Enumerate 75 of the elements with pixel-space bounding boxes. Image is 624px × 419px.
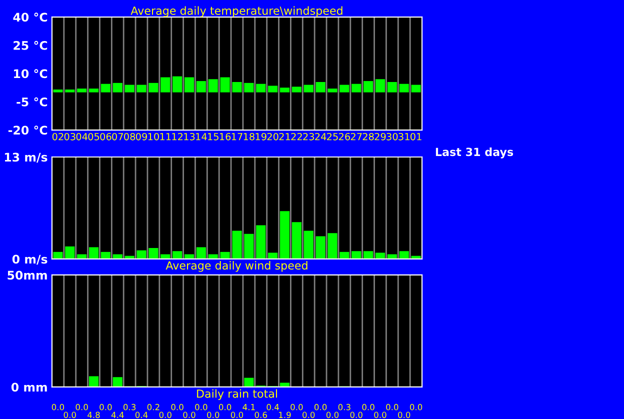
- data-label: 0.4: [266, 404, 279, 410]
- x-tick-label: 29: [374, 132, 386, 140]
- x-tick-label: 25: [327, 132, 338, 140]
- data-label: 4.4: [111, 412, 124, 418]
- y-tick-label: 0 m/s: [12, 254, 48, 265]
- chart-title: Average daily temperature\windspeed: [130, 6, 342, 18]
- y-tick-label: 10 °C: [14, 69, 48, 78]
- data-label: 0.0: [362, 404, 374, 410]
- data-label: 0.0: [398, 412, 410, 418]
- y-tick-label: 40 °C: [13, 12, 48, 22]
- y-tick-label: 50mm: [8, 270, 47, 280]
- x-tick-label: 28: [362, 132, 374, 140]
- x-tick-label: 16: [220, 132, 231, 140]
- x-tick-label: 26: [338, 132, 350, 140]
- data-label: 4.1: [242, 404, 255, 410]
- data-label: 1.9: [279, 412, 291, 418]
- x-tick-label: 20: [267, 132, 278, 140]
- x-tick-label: 04: [76, 132, 88, 140]
- data-label: 0.0: [183, 412, 196, 418]
- data-label: 0.0: [290, 404, 303, 410]
- x-tick-label: 09: [136, 132, 148, 140]
- data-label: 4.8: [88, 412, 100, 418]
- data-label: 0.3: [338, 404, 350, 410]
- x-tick-label: 07: [112, 132, 123, 140]
- x-tick-label: 01: [410, 132, 422, 140]
- x-tick-label: 06: [100, 132, 112, 140]
- x-tick-label: 14: [196, 133, 207, 140]
- data-label: 0.0: [159, 412, 172, 418]
- x-tick-label: 24: [315, 132, 326, 140]
- x-tick-label: 02: [52, 132, 64, 140]
- data-label: 0.0: [326, 412, 339, 418]
- x-tick-label: 27: [350, 132, 362, 140]
- x-tick-label: 12: [172, 132, 183, 140]
- data-label: 0.0: [76, 404, 88, 410]
- data-label: 0.4: [135, 412, 148, 418]
- data-label: 0.0: [350, 412, 362, 418]
- data-label: 0.2: [147, 404, 160, 410]
- data-label: 0.0: [302, 412, 315, 418]
- data-label: 0.0: [207, 412, 220, 418]
- x-axis-title: Daily rain total: [197, 389, 277, 400]
- data-label: 0.0: [100, 404, 112, 410]
- data-label: 0.0: [64, 412, 76, 418]
- data-label: 0.0: [52, 404, 64, 410]
- x-tick-label: 13: [184, 132, 195, 140]
- data-label: 0.0: [410, 404, 422, 410]
- y-tick-label: 25 °C: [14, 40, 48, 50]
- x-tick-label: 15: [208, 133, 218, 140]
- y-tick-label: 13 m/s: [4, 152, 48, 163]
- y-tick-label: -5 °C: [16, 97, 48, 106]
- text: Last 31 days: [436, 148, 514, 158]
- data-label: 0.0: [374, 412, 386, 418]
- y-tick-label: 0 mm: [11, 382, 47, 392]
- data-label: 0.0: [218, 404, 232, 410]
- y-tick-label: -20 °C: [8, 126, 48, 135]
- x-tick-label: 23: [303, 132, 314, 140]
- x-tick-label: 19: [256, 132, 266, 140]
- x-tick-label: 10: [148, 132, 159, 140]
- x-tick-label: 18: [244, 132, 254, 140]
- x-axis-title: Average daily wind speed: [166, 261, 308, 272]
- data-label: 0.0: [314, 404, 327, 410]
- x-tick-label: 30: [386, 132, 398, 140]
- x-tick-label: 21: [279, 132, 290, 140]
- x-tick-label: 31: [398, 132, 410, 140]
- data-label: 0.0: [230, 412, 244, 418]
- x-tick-label: 22: [291, 132, 302, 140]
- x-tick-label: 17: [232, 133, 242, 140]
- data-label: 0.0: [386, 404, 398, 410]
- data-label: 0.6: [254, 412, 267, 418]
- data-label: 0.0: [171, 404, 184, 410]
- x-tick-label: 03: [64, 132, 76, 140]
- data-label: 0.3: [123, 404, 136, 410]
- x-tick-label: 08: [124, 132, 136, 140]
- x-tick-label: 11: [160, 133, 171, 140]
- data-label: 0.0: [195, 404, 208, 410]
- x-tick-label: 05: [88, 132, 100, 140]
